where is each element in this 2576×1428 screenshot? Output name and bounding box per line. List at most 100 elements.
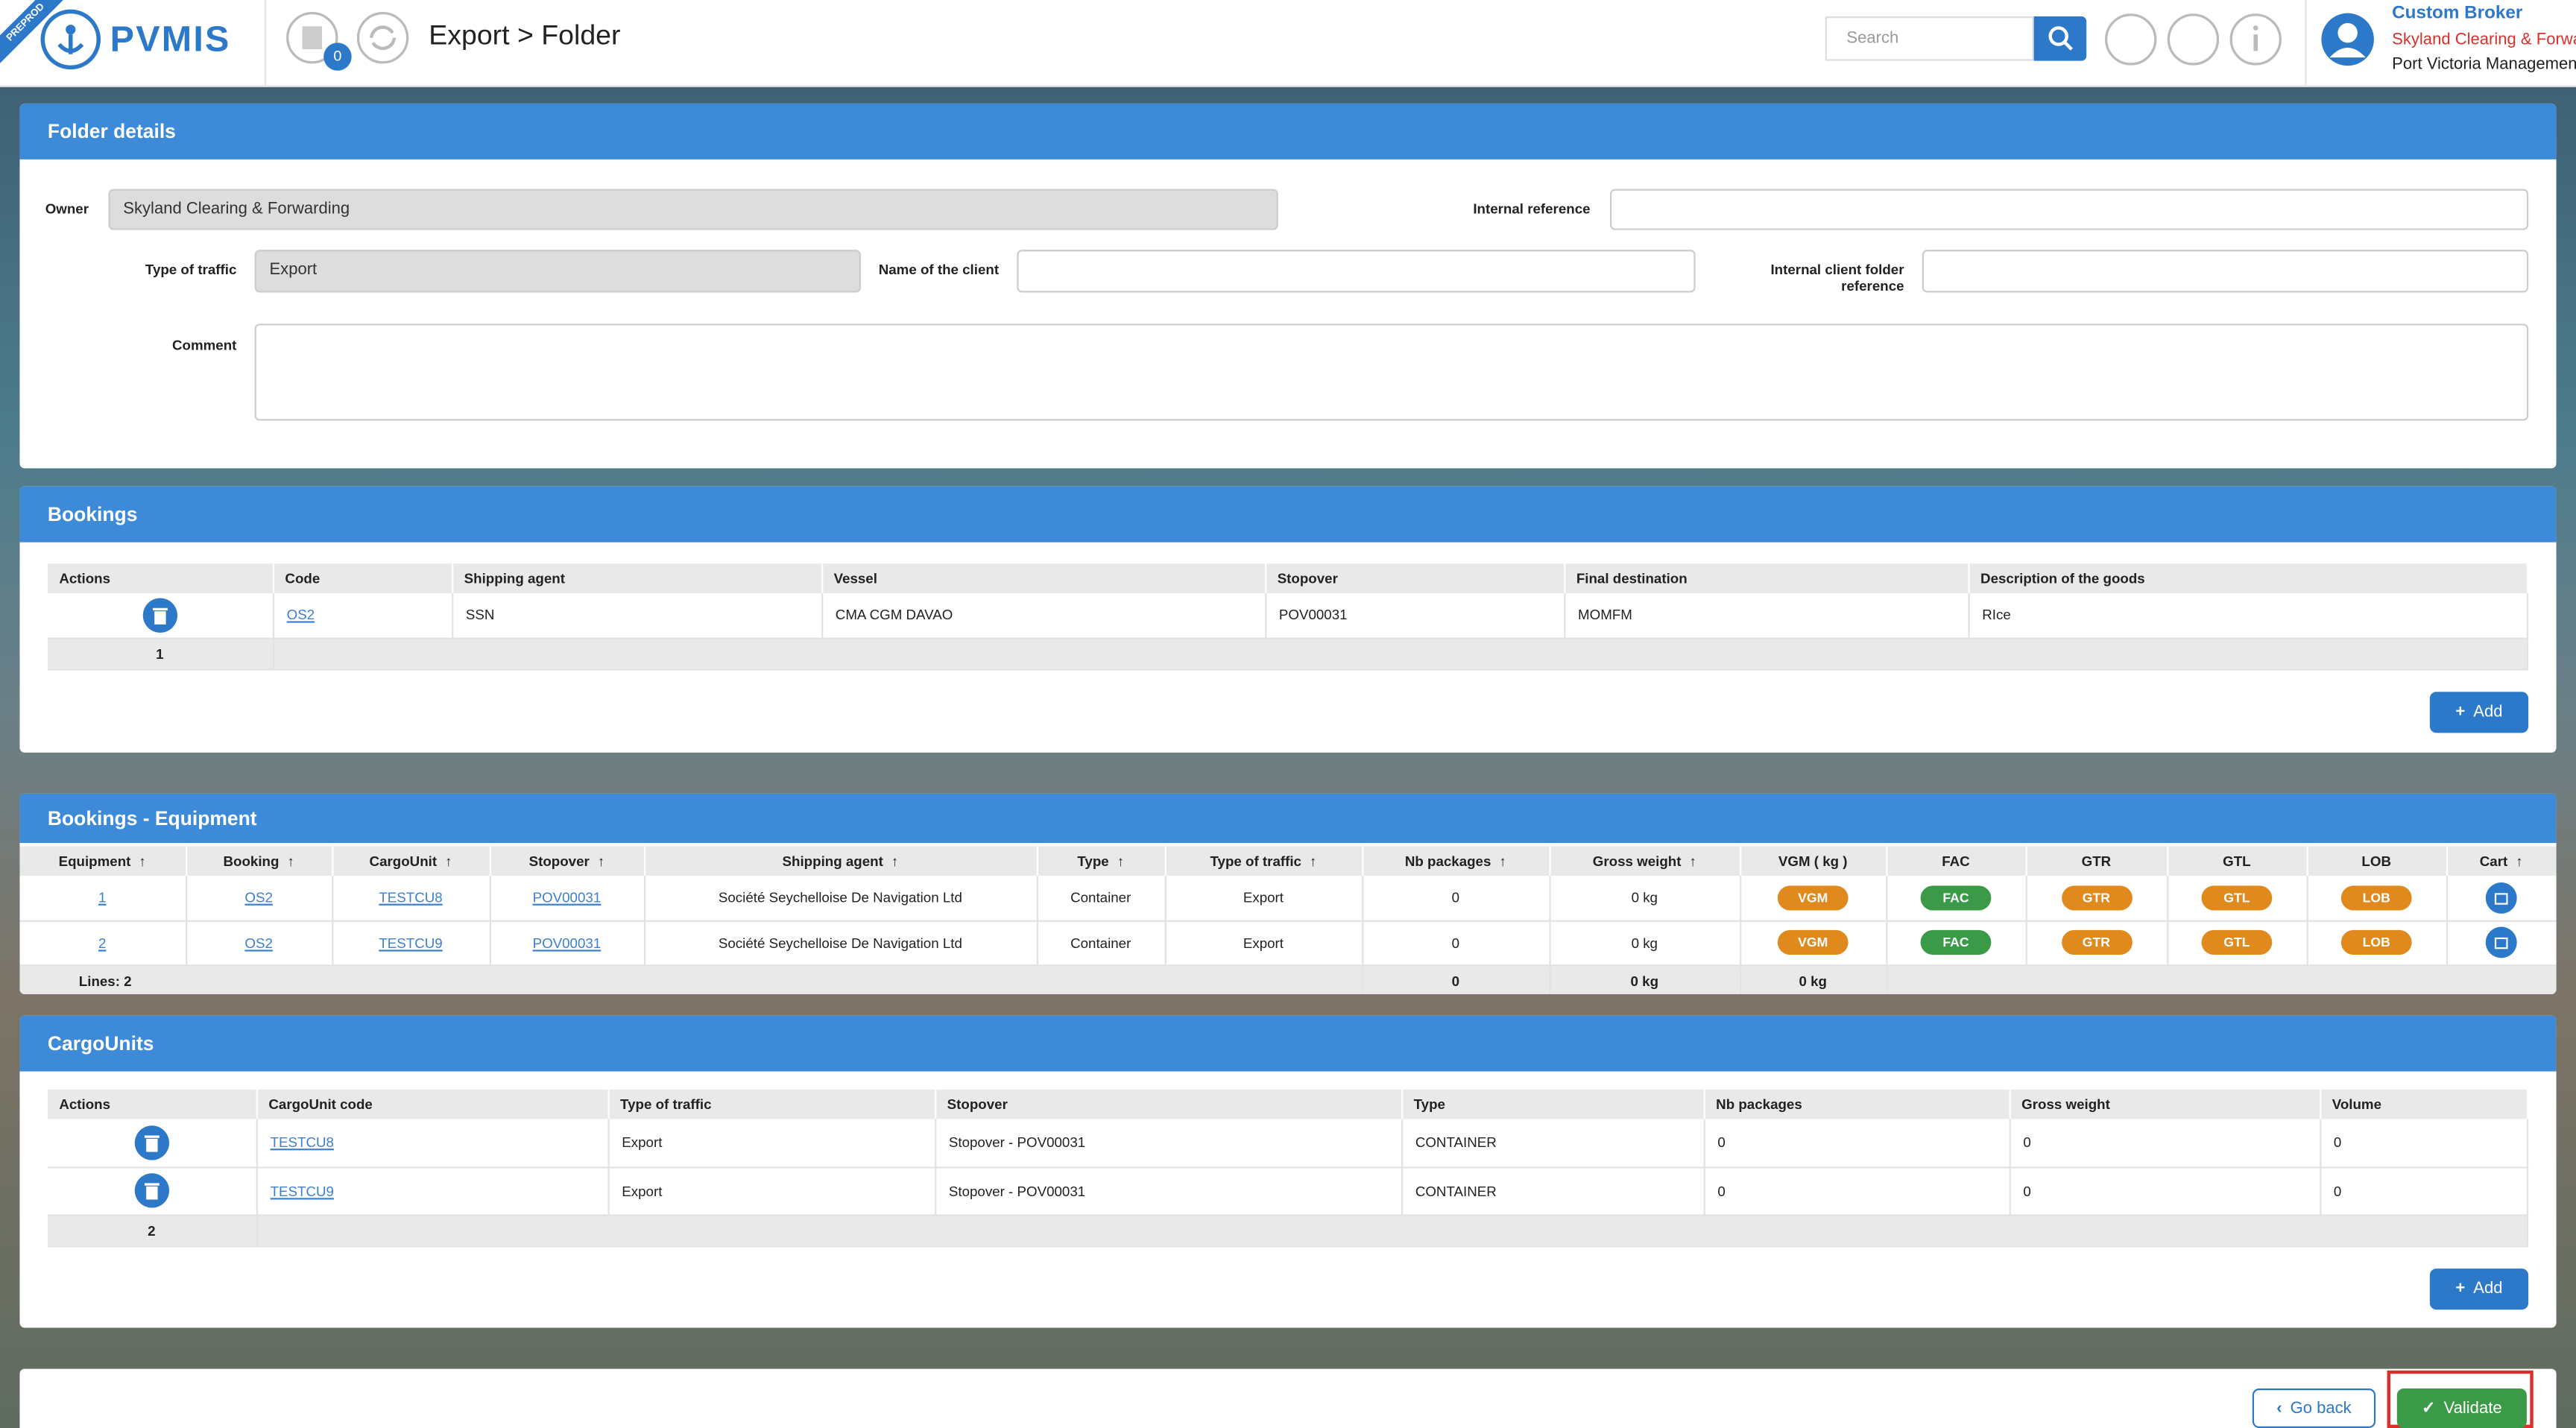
notification-count[interactable]: 0 [323, 42, 352, 71]
header-label: CargoUnit [369, 853, 438, 870]
sort-icon[interactable]: ↑ [1689, 853, 1696, 870]
link[interactable]: POV00031 [532, 889, 602, 906]
cell-text: POV00031 [1278, 607, 1348, 624]
cell: OS2 [186, 876, 333, 921]
link[interactable]: OS2 [244, 934, 273, 951]
header-label: Nb packages [1716, 1096, 1802, 1113]
header-label: Actions [59, 1096, 111, 1113]
cell: VGM [1740, 876, 1887, 921]
column-header: Final destination [1564, 563, 1969, 593]
cell-text: Société Seychelloise De Navigation Ltd [718, 934, 962, 951]
link[interactable]: POV00031 [532, 934, 602, 951]
footer-row: 1 [47, 637, 2528, 670]
cell: POV00031 [489, 920, 645, 966]
sort-icon[interactable]: ↑ [2516, 853, 2523, 870]
delete-button[interactable] [134, 1173, 169, 1208]
cell: OS2 [272, 593, 453, 639]
add-button[interactable]: + Add [2429, 692, 2529, 733]
column-header: Cart ↑ [2446, 846, 2557, 876]
delete-button[interactable] [134, 1125, 169, 1160]
cell-text: Stopover - POV00031 [948, 1134, 1086, 1151]
cell: 0 kg [1740, 964, 1887, 994]
status-badge[interactable]: VGM [1777, 885, 1849, 910]
cell: CONTAINER [1401, 1119, 1705, 1168]
cell-text: 0 kg [1631, 934, 1658, 951]
status-badge[interactable]: GTL [2201, 929, 2273, 955]
label: Internal reference [1473, 200, 1591, 218]
cell: SSN [452, 593, 823, 639]
label: Name of the client [878, 261, 1000, 278]
add-button[interactable]: + Add [2429, 1269, 2529, 1310]
header-label: Type [1077, 853, 1109, 870]
header-label: Type [1413, 1096, 1445, 1113]
link[interactable]: TESTCU9 [379, 934, 443, 951]
link[interactable]: OS2 [286, 607, 315, 624]
delete-button[interactable] [142, 597, 177, 633]
tool-icons[interactable] [2103, 11, 2283, 70]
search-button[interactable] [2033, 16, 2087, 61]
cell: POV00031 [489, 876, 645, 921]
top-bar: PREPROD PVMIS 0 Export > Folder Search C… [0, 0, 2576, 87]
cell-text: Export [1243, 889, 1284, 906]
status-badge[interactable]: VGM [1777, 929, 1849, 955]
cell: 0 [2009, 1119, 2321, 1168]
client-ref-input[interactable] [1922, 250, 2529, 293]
cart-button[interactable] [2485, 926, 2517, 958]
sort-icon[interactable]: ↑ [1117, 853, 1125, 870]
comment-textarea[interactable] [254, 323, 2529, 421]
sort-icon[interactable]: ↑ [287, 853, 294, 870]
link[interactable]: OS2 [244, 889, 273, 906]
header-label: Actions [59, 570, 111, 587]
cell-text: MOMFM [1578, 607, 1632, 624]
sort-icon[interactable]: ↑ [891, 853, 899, 870]
header-label: Booking [223, 853, 280, 870]
header-label: Stopover [947, 1096, 1008, 1113]
cell: Stopover - POV00031 [935, 1166, 1403, 1216]
cell-text: CMA CGM DAVAO [835, 607, 953, 624]
link[interactable]: TESTCU8 [379, 889, 443, 906]
link[interactable]: TESTCU8 [270, 1134, 334, 1151]
sort-icon[interactable]: ↑ [597, 853, 605, 870]
cell: LOB [2306, 920, 2448, 966]
cell: TESTCU8 [332, 876, 490, 921]
traffic-input: Export [254, 250, 861, 293]
cell: Société Seychelloise De Navigation Ltd [644, 920, 1038, 966]
sort-icon[interactable]: ↑ [445, 853, 452, 870]
sort-icon[interactable]: ↑ [1310, 853, 1317, 870]
search-input[interactable]: Search [1825, 16, 2034, 61]
internal-reference-input[interactable] [1610, 189, 2529, 230]
column-header: Type [1401, 1089, 1705, 1119]
status-badge[interactable]: LOB [2340, 929, 2412, 955]
column-header: Vessel [821, 563, 1266, 593]
status-badge[interactable]: FAC [1920, 929, 1992, 955]
button-label: Add [2473, 1280, 2503, 1298]
link[interactable]: 1 [98, 889, 107, 906]
cell [2446, 920, 2557, 966]
logo: PVMIS [110, 18, 231, 60]
cell: FAC [1886, 920, 2027, 966]
cell: 0 [1362, 920, 1550, 966]
header-label: Type of traffic [620, 1096, 712, 1113]
owner-select[interactable]: Skyland Clearing & Forwarding [108, 189, 1278, 230]
cell: 0 kg [1549, 920, 1741, 966]
cell [2446, 876, 2557, 921]
validate-button[interactable]: ✓ Validate [2396, 1388, 2527, 1428]
cart-button[interactable] [2485, 882, 2517, 914]
status-badge[interactable]: GTR [2061, 929, 2132, 955]
cell: 0 kg [1549, 964, 1741, 994]
status-badge[interactable]: FAC [1920, 885, 1992, 910]
link[interactable]: TESTCU9 [270, 1182, 334, 1199]
header-label: VGM ( kg ) [1778, 853, 1848, 870]
go-back-button[interactable]: ‹ Go back [2252, 1388, 2376, 1428]
status-badge[interactable]: GTL [2201, 885, 2273, 910]
cell-text: SSN [465, 607, 495, 624]
status-badge[interactable]: GTR [2061, 885, 2132, 910]
link[interactable]: 2 [98, 934, 107, 951]
header-label: Type of traffic [1210, 853, 1301, 870]
cell: 0 [2009, 1166, 2321, 1216]
sort-icon[interactable]: ↑ [139, 853, 146, 870]
client-name-input[interactable] [1017, 250, 1696, 293]
sort-icon[interactable]: ↑ [1499, 853, 1506, 870]
header-label: Stopover [528, 853, 590, 870]
status-badge[interactable]: LOB [2340, 885, 2412, 910]
